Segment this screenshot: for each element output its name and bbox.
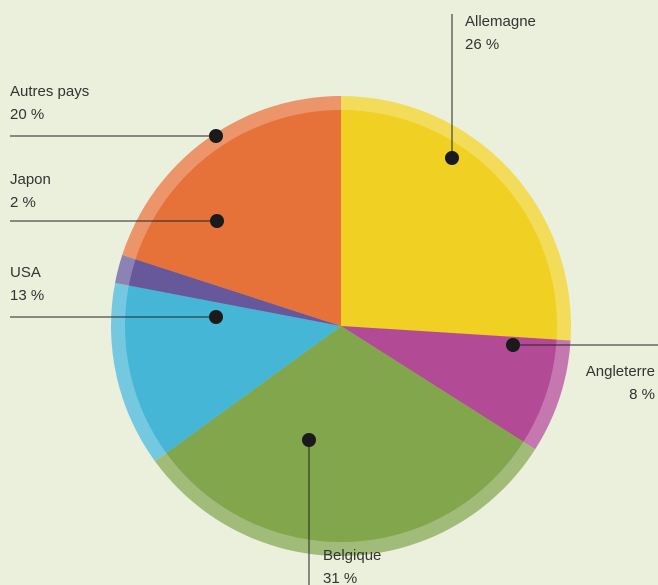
page: Allemagne 26 % Angleterre 8 % Belgique 31 % US… — [0, 0, 658, 585]
leader-dot — [210, 214, 224, 228]
value-label: 26 % — [465, 36, 499, 53]
category-label: Japon — [10, 171, 51, 188]
category-label: USA — [10, 264, 41, 281]
leader-dot — [302, 433, 316, 447]
category-label: Allemagne — [465, 13, 536, 30]
value-label: 2 % — [10, 194, 36, 211]
leader-dot — [209, 310, 223, 324]
value-label: 20 % — [10, 106, 44, 123]
chart: Allemagne 26 % Angleterre 8 % Belgique 31 % US… — [0, 0, 658, 585]
value-label: 13 % — [10, 287, 44, 304]
value-label: 31 % — [323, 570, 357, 585]
category-label: Belgique — [323, 547, 381, 564]
leader-dot — [506, 338, 520, 352]
category-label: Autres pays — [10, 83, 89, 100]
category-label: Angleterre — [586, 363, 655, 380]
leader-dot — [445, 151, 459, 165]
value-label: 8 % — [629, 386, 655, 403]
leader-dot — [209, 129, 223, 143]
